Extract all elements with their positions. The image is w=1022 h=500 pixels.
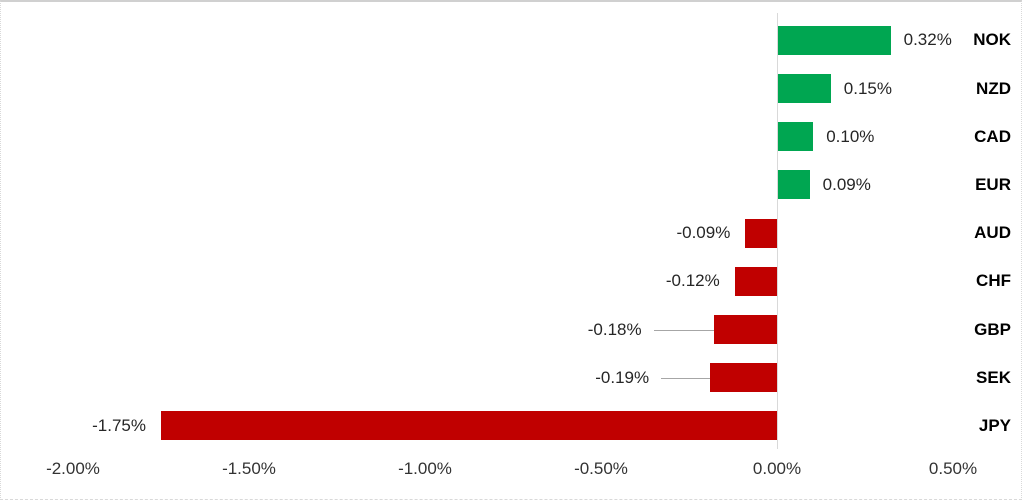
bar-aud (745, 218, 777, 248)
category-label-nzd: NZD (976, 78, 1011, 98)
category-label-eur: EUR (975, 174, 1011, 194)
x-tick-label-5: 0.50% (928, 459, 978, 478)
category-label-cad: CAD (974, 126, 1011, 146)
leader-line-sek (661, 377, 711, 379)
x-tick-label-1: -1.50% (222, 459, 276, 478)
bar-eur (778, 170, 810, 200)
category-label-chf: CHF (976, 271, 1011, 291)
value-label-jpy: -1.75% (92, 415, 146, 435)
bar-sek (710, 363, 777, 393)
leader-line-gbp (653, 329, 714, 331)
category-label-nok: NOK (973, 30, 1011, 50)
bar-nok (778, 25, 891, 55)
value-label-sek: -0.19% (595, 367, 650, 387)
bar-cad (778, 122, 814, 152)
zero-axis-line (777, 13, 778, 449)
category-label-sek: SEK (976, 367, 1011, 387)
value-label-nok: 0.32% (903, 30, 952, 50)
value-label-chf: -0.12% (665, 271, 720, 291)
category-label-aud: AUD (974, 223, 1011, 243)
value-label-cad: 0.10% (826, 126, 875, 146)
bar-chf (734, 266, 777, 296)
bar-jpy (161, 411, 777, 441)
x-tick-label-4: 0.00% (752, 459, 802, 478)
value-label-nzd: 0.15% (843, 78, 892, 98)
x-tick-label-3: -0.50% (574, 459, 628, 478)
x-tick-label-2: -1.00% (398, 459, 452, 478)
value-label-aud: -0.09% (676, 223, 731, 243)
value-label-eur: 0.09% (822, 174, 871, 194)
x-tick-label-0: -2.00% (46, 459, 100, 478)
category-label-gbp: GBP (974, 319, 1011, 339)
value-label-gbp: -0.18% (587, 319, 642, 339)
bar-gbp (713, 315, 777, 344)
bar-nzd (778, 74, 831, 103)
category-label-jpy: JPY (978, 415, 1011, 435)
